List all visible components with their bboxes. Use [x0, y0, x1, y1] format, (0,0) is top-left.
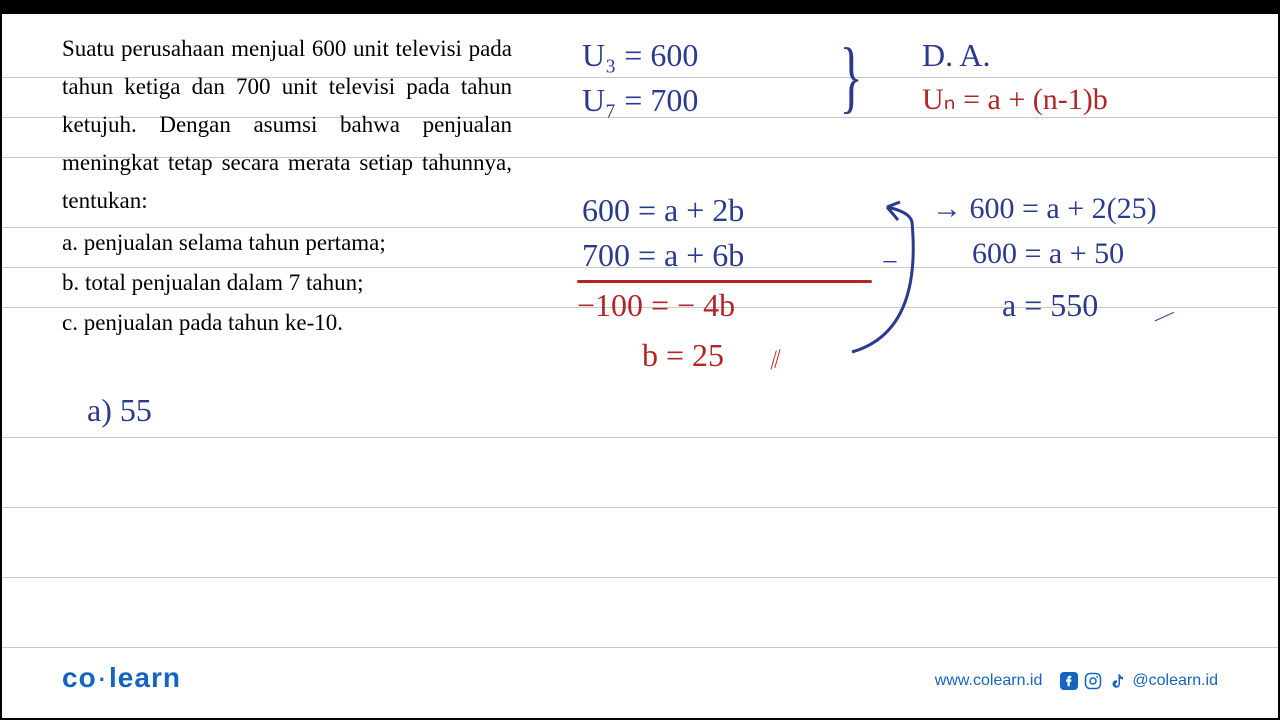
problem-item-c: c. penjualan pada tahun ke-10.	[62, 304, 512, 342]
hw-brace: }	[840, 32, 863, 123]
problem-block: Suatu perusahaan menjual 600 unit televi…	[62, 30, 512, 344]
hw-eq1: 600 = a + 2b	[582, 192, 744, 229]
facebook-icon	[1060, 672, 1078, 690]
hw-eq3: 600 = a + 50	[972, 237, 1124, 271]
hw-formula: Uₙ = a + (n-1)b	[922, 82, 1108, 117]
footer-handle: @colearn.id	[1132, 672, 1218, 690]
rule-line	[2, 577, 1278, 578]
tiktok-icon	[1108, 672, 1126, 690]
hw-a-result: a = 550	[1002, 287, 1098, 324]
problem-intro: Suatu perusahaan menjual 600 unit televi…	[62, 30, 512, 220]
logo-co: co	[62, 662, 97, 693]
social-icons: @colearn.id	[1060, 672, 1218, 690]
rule-line	[2, 507, 1278, 508]
hw-eq2: 700 = a + 6b	[582, 237, 744, 274]
hw-b-tick: ⁄⁄	[768, 346, 785, 374]
rule-line	[2, 437, 1278, 438]
footer-url: www.colearn.id	[935, 672, 1043, 690]
hw-sub: −100 = − 4b	[577, 287, 735, 324]
brand-logo: co·learn	[62, 662, 181, 694]
rule-line	[2, 647, 1278, 648]
problem-item-b: b. total penjualan dalam 7 tahun;	[62, 264, 512, 302]
hw-minus: −	[882, 247, 898, 279]
hw-part-a: a) 55	[87, 392, 152, 429]
logo-learn: learn	[109, 662, 181, 693]
hw-b-result: b = 25	[642, 337, 724, 374]
hw-da: D. A.	[922, 37, 990, 74]
hw-arrow-eq: → 600 = a + 2(25)	[932, 192, 1157, 226]
logo-dot: ·	[99, 667, 107, 692]
top-black-bar	[2, 2, 1278, 14]
footer-right: www.colearn.id @colearn.id	[935, 672, 1218, 690]
hw-u7: U₇ = 700	[582, 82, 698, 119]
hw-u3: U₃ = 600	[582, 37, 698, 74]
hw-underline	[577, 280, 872, 283]
instagram-icon	[1084, 672, 1102, 690]
problem-item-a: a. penjualan selama tahun pertama;	[62, 224, 512, 262]
